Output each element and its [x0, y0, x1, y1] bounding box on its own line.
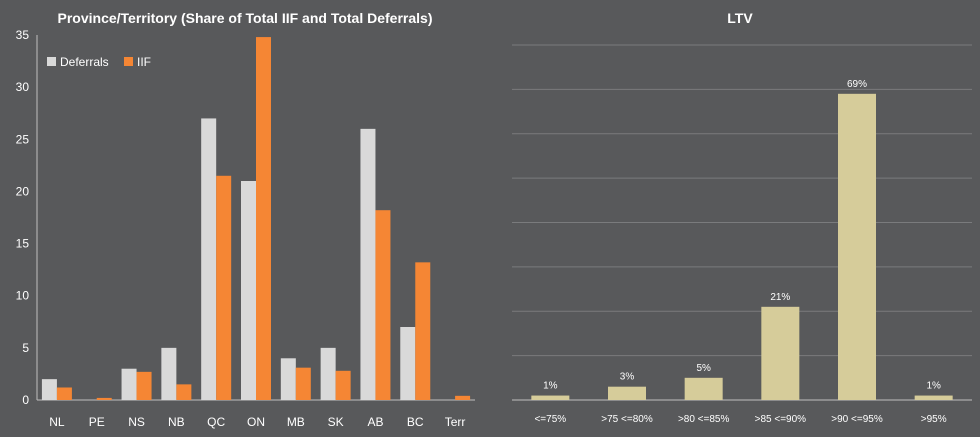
deferrals-bar-sk [320, 347, 336, 400]
left-y-tick-label: 15 [16, 237, 30, 251]
iif-bar-qc [216, 175, 232, 400]
deferrals-bar-on [241, 181, 256, 400]
iif-bar-ns [136, 371, 152, 400]
ltv-bar-1 [531, 395, 570, 400]
ltv-data-label: 21% [770, 292, 790, 303]
iif-bar-on [256, 37, 271, 400]
iif-bar-ab [375, 210, 391, 400]
ltv-bar-2 [608, 386, 646, 400]
right-x-tick-label: >80 <=85% [678, 414, 730, 425]
left-y-tick-label: 35 [16, 28, 30, 42]
right-x-tick-label: >85 <=90% [755, 414, 807, 425]
left-x-tick-label: QC [207, 415, 225, 429]
iif-bar-bc [415, 262, 431, 400]
left-y-tick-label: 0 [22, 393, 29, 407]
iif-bar-mb [295, 367, 311, 400]
deferrals-bar-mb [280, 358, 296, 400]
iif-bar-nb [176, 384, 192, 400]
ltv-bar-6 [914, 395, 953, 400]
right-chart-title: LTV [727, 10, 753, 26]
iif-bar-sk [335, 370, 351, 400]
deferrals-bar-nb [161, 347, 177, 400]
legend-swatch-deferrals [47, 57, 56, 66]
iif-bar-pe [96, 397, 112, 400]
left-y-tick-label: 5 [22, 341, 29, 355]
legend-label-deferrals: Deferrals [60, 55, 109, 69]
left-y-tick-label: 30 [16, 80, 30, 94]
left-chart-title: Province/Territory (Share of Total IIF a… [58, 10, 433, 26]
deferrals-bar-bc [400, 327, 416, 400]
ltv-bar-4 [761, 306, 800, 400]
right-x-tick-label: >75 <=80% [601, 414, 653, 425]
left-x-tick-label: NB [168, 415, 185, 429]
left-x-tick-label: BC [407, 415, 424, 429]
deferrals-bar-ab [360, 128, 376, 400]
deferrals-bar-qc [201, 118, 217, 400]
left-y-tick-label: 20 [16, 184, 30, 198]
left-x-tick-label: Terr [445, 415, 466, 429]
right-x-tick-label: >90 <=95% [831, 414, 883, 425]
iif-bar-nl [56, 387, 72, 400]
ltv-bar-3 [684, 377, 723, 400]
left-x-tick-label: SK [328, 415, 344, 429]
iif-bar-terr [455, 395, 471, 400]
right-x-tick-label: <=75% [534, 414, 566, 425]
right-x-tick-label: >95% [921, 414, 947, 425]
deferrals-bar-ns [121, 368, 137, 400]
ltv-data-label: 3% [620, 372, 635, 383]
left-x-tick-label: PE [89, 415, 105, 429]
left-x-tick-label: MB [287, 415, 305, 429]
left-x-tick-label: NL [49, 415, 65, 429]
left-y-tick-label: 10 [16, 289, 30, 303]
left-x-tick-label: AB [367, 415, 383, 429]
left-x-tick-label: ON [247, 415, 265, 429]
ltv-data-label: 1% [926, 381, 941, 392]
ltv-data-label: 1% [543, 381, 558, 392]
ltv-bar-5 [838, 93, 876, 400]
legend-swatch-iif [124, 57, 133, 66]
ltv-data-label: 5% [696, 363, 711, 374]
left-y-tick-label: 25 [16, 132, 30, 146]
legend-label-iif: IIF [137, 55, 151, 69]
left-x-tick-label: NS [128, 415, 145, 429]
deferrals-bar-nl [41, 379, 57, 400]
ltv-data-label: 69% [847, 79, 867, 90]
